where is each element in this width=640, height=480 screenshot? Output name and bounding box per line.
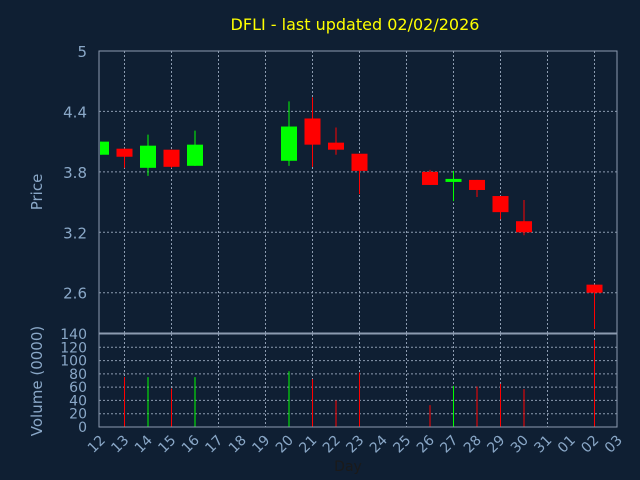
candle-body	[351, 153, 368, 171]
candle-body	[445, 178, 462, 182]
candle-body	[328, 142, 344, 150]
candle-body	[586, 284, 603, 293]
price-tick-label: 3.8	[63, 164, 87, 182]
candle-body	[516, 221, 532, 233]
price-tick-labels: 5 4.4 3.8 3.2 2.6	[63, 43, 87, 303]
volume-bars	[124, 339, 595, 427]
x-axis-label: Day	[334, 459, 362, 475]
price-plot-frame	[98, 50, 618, 334]
volume-tick-label: 140	[60, 327, 87, 343]
candle-body	[163, 149, 180, 167]
candle-body	[492, 196, 509, 213]
volume-tick-label: 20	[69, 407, 87, 423]
candle-body	[100, 141, 109, 155]
candle-body	[187, 144, 203, 166]
volume-tick-label: 80	[69, 367, 87, 383]
price-tick-label: 5	[77, 43, 87, 61]
candle-body	[422, 171, 438, 185]
volume-axis-label: Volume (0000)	[28, 326, 46, 436]
candles	[100, 97, 603, 329]
volume-tick-label: 100	[60, 354, 87, 370]
volume-tick-label: 40	[69, 393, 87, 409]
price-tick-label: 4.4	[63, 103, 87, 121]
day-tick-labels: 12 13 14 15 16 17 18 19 20 21 22 23 24 25 26 27 28 29 30 31…	[85, 432, 626, 456]
candle-body	[116, 148, 133, 157]
candle-body	[469, 179, 485, 190]
volume-plot-frame	[98, 333, 618, 428]
volume-tick-label: 120	[60, 340, 87, 356]
candle-body	[304, 118, 321, 145]
price-tick-label: 2.6	[63, 285, 87, 303]
chart-title: DFLI - last updated 02/02/2026	[231, 15, 480, 34]
volume-tick-label: 60	[69, 380, 87, 396]
y-axis-label: Price	[28, 174, 46, 211]
candle-body	[140, 145, 156, 168]
candle-body	[281, 126, 297, 161]
volume-tick-label: 0	[78, 420, 87, 436]
price-tick-label: 3.2	[63, 224, 87, 242]
